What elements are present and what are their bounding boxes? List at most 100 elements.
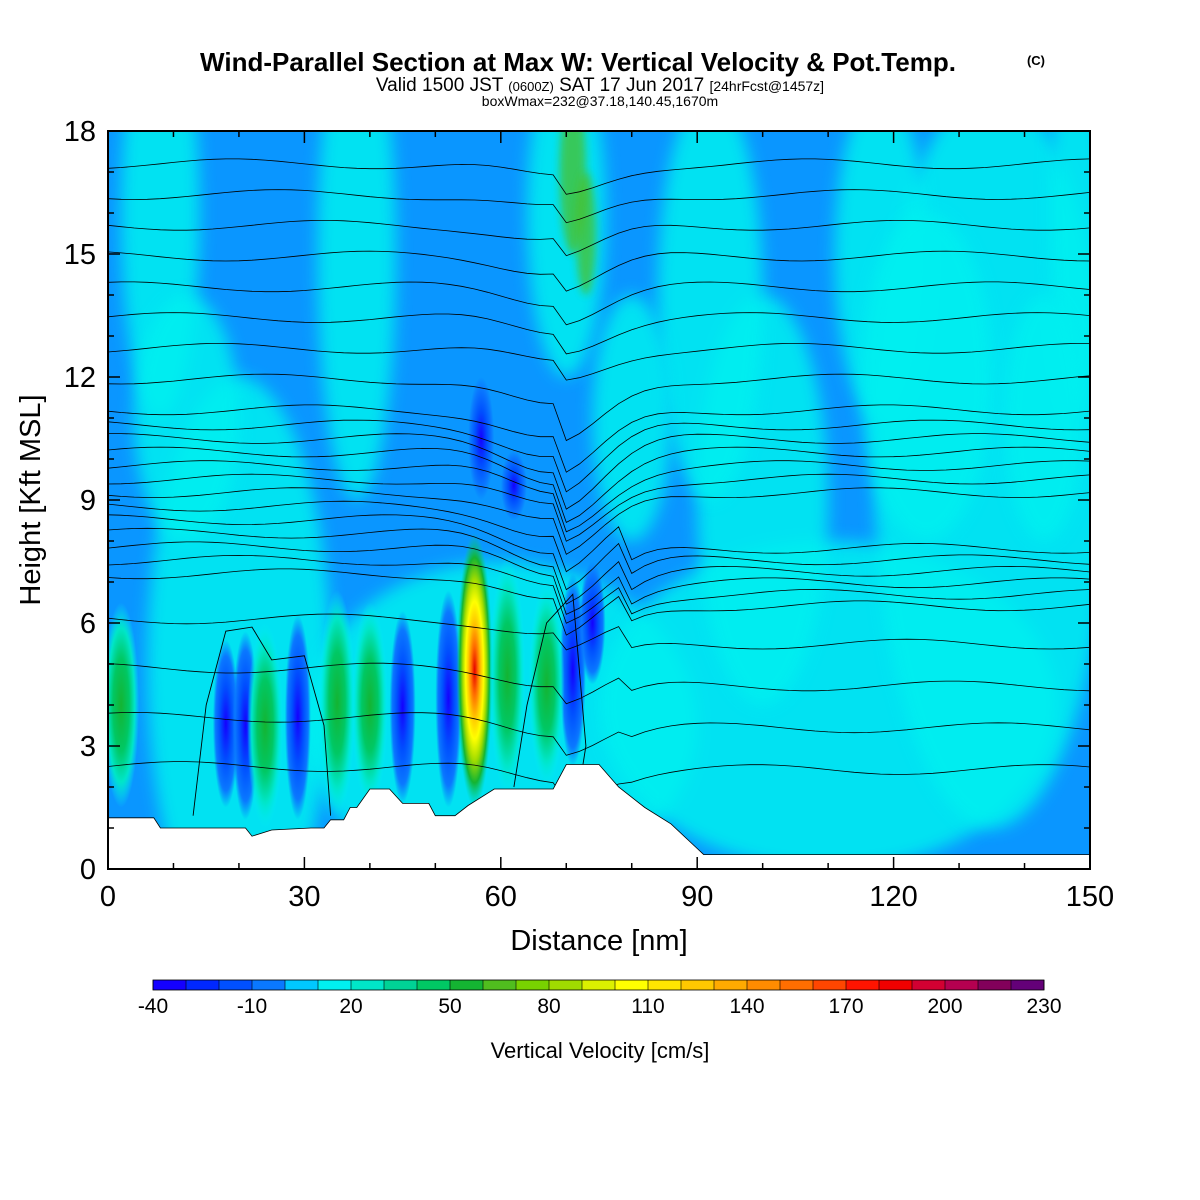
downdraft-column [389, 610, 416, 804]
updraft-column [489, 557, 526, 796]
valid-time-line: Valid 1500 JST (0600Z) SAT 17 Jun 2017 [… [376, 75, 824, 96]
colorbar-swatch [186, 980, 220, 990]
updraft-column [319, 590, 356, 816]
colorbar-swatch [252, 980, 286, 990]
colorbar-swatch [351, 980, 385, 990]
colorbar-swatch [813, 980, 847, 990]
theta-contour-line [108, 662, 1090, 705]
colorbar-swatch [714, 980, 748, 990]
colorbar-swatch [615, 980, 649, 990]
updraft-column [247, 623, 284, 828]
x-axis-label: Distance [nm] [510, 925, 687, 957]
x-tick-label: 120 [869, 881, 917, 913]
theta-contour-line [108, 343, 1090, 381]
colorbar-tick-label: -40 [138, 995, 168, 1018]
theta-contour-line [108, 446, 1090, 523]
colorbar-tick-label: 230 [1026, 995, 1061, 1018]
colorbar-label: Vertical Velocity [cm/s] [491, 1038, 710, 1063]
theta-contour-line [108, 527, 1090, 605]
y-tick-label: 3 [80, 731, 96, 763]
downdraft-column [212, 639, 239, 808]
x-tick-label: 30 [288, 881, 320, 913]
colorbar-swatch [681, 980, 715, 990]
potential-temperature-contours [108, 158, 1090, 816]
x-tick-label: 60 [485, 881, 517, 913]
theta-contour-line [108, 554, 1090, 624]
colorbar-tick-labels: -40 -10 20 50 80 110 140 170 200 230 [138, 995, 1062, 1018]
plot-area [108, 131, 1090, 869]
theta-contour-line [108, 250, 1090, 292]
theta-contour-line [192, 626, 332, 816]
colorbar-swatch [780, 980, 814, 990]
theta-contour-line [108, 500, 1090, 573]
colorbar-tick-label: 140 [729, 995, 764, 1018]
y-axis-label: Height [Kft MSL] [15, 394, 47, 605]
colorbar-tick-label: 200 [927, 995, 962, 1018]
colorbar-swatch [384, 980, 418, 990]
theta-contour-line [108, 541, 1090, 615]
colorbar-swatch [945, 980, 979, 990]
theta-contour-line [108, 312, 1090, 355]
field-region-weak-updraft [657, 131, 763, 500]
title-copyright-mark: (C) [1027, 53, 1045, 68]
colorbar-tick-label: 50 [438, 995, 461, 1018]
y-tick-label: 0 [80, 854, 96, 886]
updraft-column [108, 602, 140, 808]
downdraft-column [500, 450, 527, 521]
x-tick-label: 90 [681, 881, 713, 913]
colorbar-swatch [879, 980, 913, 990]
theta-contour-line [108, 281, 1090, 326]
field-region-upper-updraft [576, 172, 596, 295]
theta-contour-line [108, 158, 1090, 195]
colorbar-swatch [450, 980, 484, 990]
colorbar-swatch [483, 980, 517, 990]
y-tick-label: 12 [64, 362, 96, 394]
theta-contour-line [108, 433, 1090, 510]
x-tick-label: 0 [100, 881, 116, 913]
colorbar-tick-label: 110 [631, 995, 664, 1018]
theta-contour-line [108, 189, 1090, 224]
theta-contour-line [108, 404, 1090, 473]
colorbar-swatch [549, 980, 583, 990]
updraft-column [351, 602, 388, 808]
colorbar-tick-label: 170 [828, 995, 863, 1018]
colorbar-swatch [846, 980, 880, 990]
downdraft-column [435, 590, 462, 808]
theta-contour-line [108, 711, 1090, 756]
y-axis-ticks: 0 3 6 9 12 15 18 [64, 116, 1090, 886]
colorbar-tick-label: 20 [339, 995, 362, 1018]
theta-contour-line [108, 473, 1090, 542]
y-tick-label: 15 [64, 239, 96, 271]
field-region-weak-updraft [860, 213, 992, 541]
theta-contour-line [513, 593, 587, 788]
y-tick-label: 6 [80, 608, 96, 640]
colorbar-swatch [318, 980, 352, 990]
colorbar-swatch [516, 980, 550, 990]
chart-title: Wind-Parallel Section at Max W: Vertical… [200, 47, 956, 77]
theta-contour-line [108, 373, 1090, 442]
max-updraft-column [456, 532, 493, 808]
colorbar-swatch [912, 980, 946, 990]
colorbar-swatch [582, 980, 616, 990]
colorbar-swatch [417, 980, 451, 990]
colorbar-swatch [285, 980, 319, 990]
theta-contour-line [108, 460, 1090, 533]
downdraft-column [579, 561, 606, 685]
colorbar-tick-label: 80 [537, 995, 560, 1018]
box-wmax-line: boxWmax=232@37.18,140.45,1670m [482, 93, 718, 109]
colorbar-swatch [747, 980, 781, 990]
downdraft-column [559, 573, 586, 767]
x-axis-ticks: 0 30 60 90 120 150 [100, 131, 1114, 913]
colorbar-tick-label: -10 [237, 995, 267, 1018]
colorbar-swatch [978, 980, 1012, 990]
downdraft-column [284, 614, 311, 820]
terrain-mask [108, 764, 1090, 869]
theta-contour-line [108, 514, 1090, 591]
field-region-weak-updraft [1004, 295, 1084, 541]
x-tick-label: 150 [1066, 881, 1114, 913]
theta-contour-line [108, 487, 1090, 555]
field-region-weak-updraft [134, 295, 239, 541]
theta-contour-line [108, 568, 1090, 636]
colorbar-swatch [1011, 980, 1045, 990]
